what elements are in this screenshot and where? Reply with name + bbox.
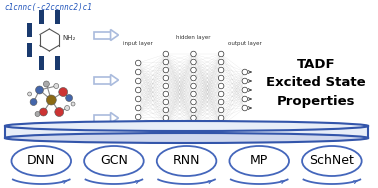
Ellipse shape (302, 146, 362, 176)
Circle shape (191, 59, 196, 65)
Circle shape (191, 99, 196, 105)
FancyBboxPatch shape (55, 56, 60, 70)
Circle shape (163, 59, 169, 65)
Text: SchNet: SchNet (310, 153, 354, 167)
Circle shape (242, 96, 248, 102)
Circle shape (54, 83, 59, 89)
Circle shape (163, 51, 169, 57)
Circle shape (218, 59, 224, 65)
FancyBboxPatch shape (39, 56, 44, 70)
Polygon shape (110, 112, 118, 124)
Circle shape (191, 107, 196, 113)
Circle shape (36, 86, 43, 94)
Text: MP: MP (250, 153, 268, 167)
Circle shape (191, 91, 196, 97)
Ellipse shape (84, 146, 144, 176)
Circle shape (218, 99, 224, 105)
Circle shape (39, 108, 47, 116)
Circle shape (218, 51, 224, 57)
Circle shape (191, 67, 196, 73)
Circle shape (191, 51, 196, 57)
Circle shape (218, 107, 224, 113)
Circle shape (242, 69, 248, 75)
Circle shape (191, 123, 196, 129)
FancyBboxPatch shape (27, 23, 32, 37)
Circle shape (163, 115, 169, 121)
Polygon shape (110, 74, 118, 86)
FancyBboxPatch shape (94, 77, 110, 83)
Circle shape (163, 83, 169, 89)
Text: NH₂: NH₂ (62, 35, 76, 41)
Circle shape (59, 87, 68, 96)
Text: c1cnnc(-c2ccnnc2)c1: c1cnnc(-c2ccnnc2)c1 (4, 3, 92, 12)
Circle shape (43, 81, 50, 87)
Circle shape (135, 87, 141, 93)
Circle shape (135, 60, 141, 66)
Text: DNN: DNN (27, 153, 56, 167)
FancyBboxPatch shape (39, 10, 44, 24)
FancyBboxPatch shape (55, 10, 60, 24)
Ellipse shape (5, 133, 368, 143)
Text: input layer: input layer (123, 41, 153, 46)
Circle shape (242, 87, 248, 93)
Circle shape (191, 75, 196, 81)
Text: TADF
Excited State
Properties: TADF Excited State Properties (266, 58, 366, 108)
Circle shape (218, 123, 224, 129)
Circle shape (218, 67, 224, 73)
Circle shape (135, 105, 141, 111)
FancyBboxPatch shape (94, 114, 110, 121)
Circle shape (135, 69, 141, 75)
Circle shape (163, 67, 169, 73)
Circle shape (218, 75, 224, 81)
Circle shape (218, 83, 224, 89)
Circle shape (218, 91, 224, 97)
Circle shape (191, 83, 196, 89)
Circle shape (163, 99, 169, 105)
Circle shape (163, 107, 169, 113)
Text: hidden layer: hidden layer (176, 35, 211, 40)
Ellipse shape (157, 146, 216, 176)
Circle shape (35, 111, 40, 117)
Circle shape (30, 99, 37, 105)
Circle shape (66, 95, 73, 102)
Ellipse shape (229, 146, 289, 176)
Circle shape (135, 78, 141, 84)
FancyBboxPatch shape (5, 126, 368, 138)
Text: output layer: output layer (228, 41, 262, 46)
Circle shape (242, 78, 248, 84)
Circle shape (71, 102, 75, 106)
Circle shape (65, 105, 70, 111)
Circle shape (55, 108, 64, 117)
Circle shape (135, 96, 141, 102)
Circle shape (163, 91, 169, 97)
Circle shape (218, 115, 224, 121)
Circle shape (191, 115, 196, 121)
Text: Deep Learning: Deep Learning (135, 121, 249, 135)
Circle shape (46, 95, 56, 105)
Ellipse shape (5, 121, 368, 131)
Text: RNN: RNN (173, 153, 200, 167)
FancyBboxPatch shape (27, 43, 32, 57)
Circle shape (163, 123, 169, 129)
Circle shape (242, 105, 248, 111)
FancyBboxPatch shape (94, 32, 110, 39)
Polygon shape (110, 30, 118, 40)
Circle shape (28, 92, 32, 96)
Circle shape (163, 75, 169, 81)
Circle shape (135, 114, 141, 120)
Ellipse shape (11, 146, 71, 176)
Text: GCN: GCN (100, 153, 128, 167)
